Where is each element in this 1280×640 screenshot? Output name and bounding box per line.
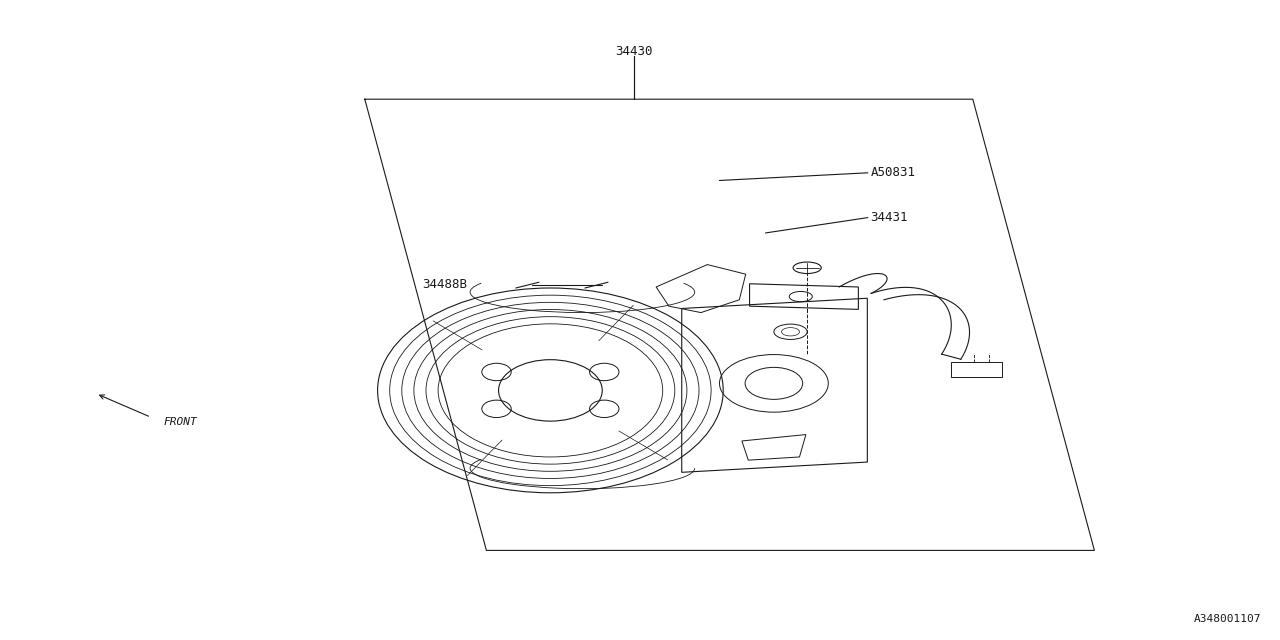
Text: 34431: 34431 [870,211,908,224]
Text: 34488B: 34488B [422,278,467,291]
Text: A50831: A50831 [870,166,915,179]
Text: A348001107: A348001107 [1193,614,1261,624]
Text: 34430: 34430 [614,45,653,58]
Text: FRONT: FRONT [164,417,197,428]
